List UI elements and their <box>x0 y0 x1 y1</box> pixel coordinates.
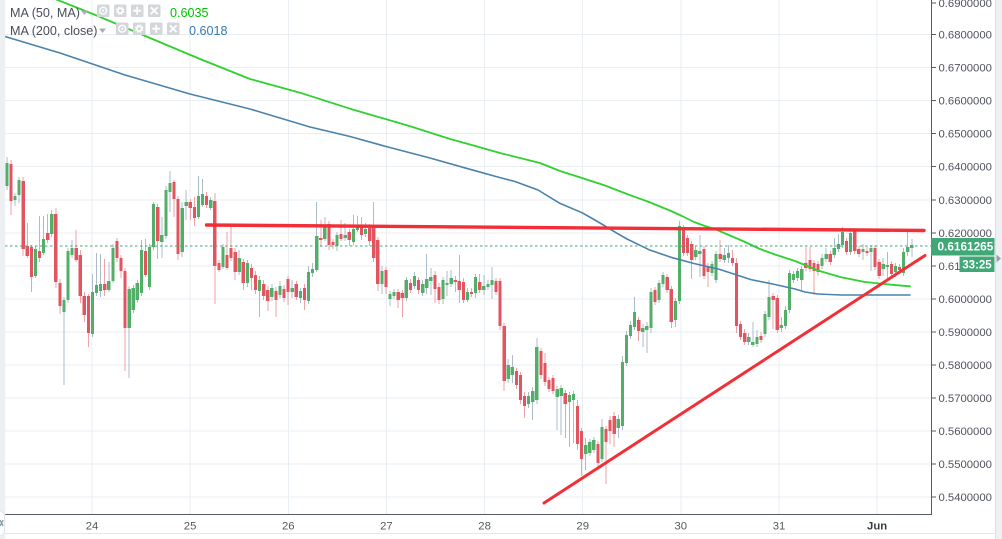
svg-text:30: 30 <box>675 521 688 533</box>
svg-text:0.6500000: 0.6500000 <box>939 129 992 141</box>
svg-text:0.6700000: 0.6700000 <box>939 63 992 75</box>
svg-text:0.6035: 0.6035 <box>170 6 209 20</box>
svg-text:33:25: 33:25 <box>962 260 992 272</box>
svg-text:0.5600000: 0.5600000 <box>939 426 992 438</box>
svg-text:0.5500000: 0.5500000 <box>939 459 992 471</box>
svg-text:28: 28 <box>478 521 491 533</box>
svg-text:MA (50, MA): MA (50, MA) <box>10 6 80 20</box>
svg-text:0.5700000: 0.5700000 <box>939 393 992 405</box>
svg-text:0.6018: 0.6018 <box>189 24 228 38</box>
svg-text:Jun: Jun <box>867 521 887 533</box>
svg-text:25: 25 <box>184 521 197 533</box>
svg-text:0.5800000: 0.5800000 <box>939 360 992 372</box>
svg-text:29: 29 <box>576 521 589 533</box>
svg-text:0.6200000: 0.6200000 <box>939 228 992 240</box>
svg-text:26: 26 <box>282 521 295 533</box>
svg-text:0.6800000: 0.6800000 <box>939 30 992 42</box>
svg-text:0.5900000: 0.5900000 <box>939 327 992 339</box>
svg-text:27: 27 <box>380 521 393 533</box>
svg-text:0.5400000: 0.5400000 <box>939 492 992 504</box>
svg-text:0.6300000: 0.6300000 <box>939 195 992 207</box>
svg-text:0.6161265: 0.6161265 <box>938 240 994 254</box>
svg-text:MA (200, close): MA (200, close) <box>10 24 98 38</box>
svg-text:0.6900000: 0.6900000 <box>939 0 992 10</box>
svg-text:24: 24 <box>86 521 99 533</box>
svg-text:31: 31 <box>773 521 786 533</box>
svg-text:0.6000000: 0.6000000 <box>939 294 992 306</box>
svg-text:0.6400000: 0.6400000 <box>939 162 992 174</box>
svg-text:0.6600000: 0.6600000 <box>939 96 992 108</box>
